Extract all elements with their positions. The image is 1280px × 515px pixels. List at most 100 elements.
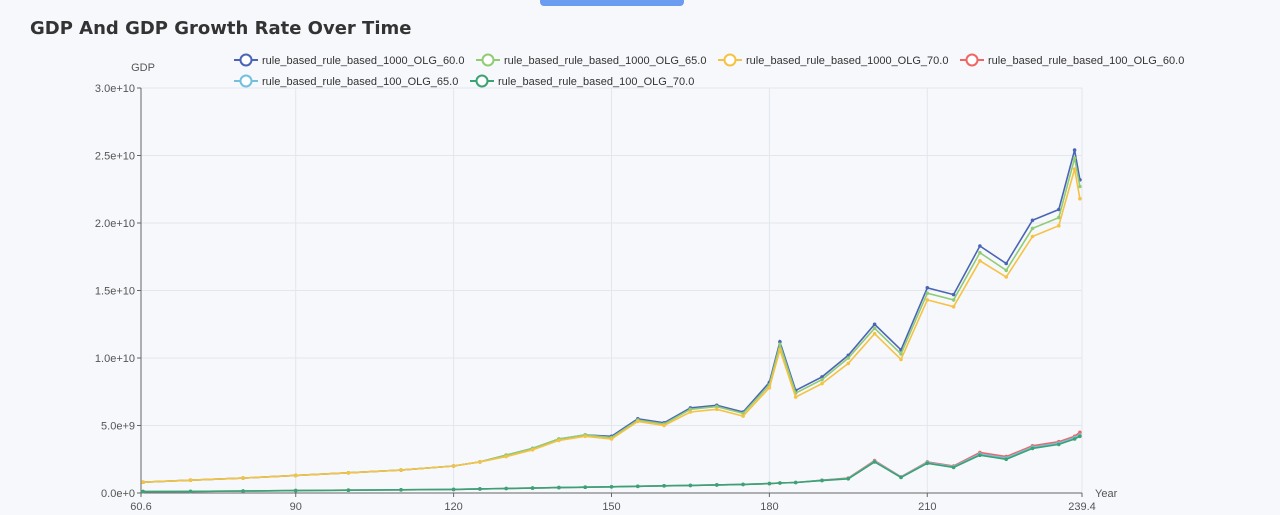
data-point[interactable] (1004, 275, 1008, 279)
data-point[interactable] (636, 484, 640, 489)
data-point[interactable] (715, 483, 719, 487)
data-point[interactable] (846, 356, 851, 360)
data-point[interactable] (951, 304, 956, 309)
data-point[interactable] (451, 464, 456, 468)
data-point[interactable] (778, 481, 782, 485)
legend-item-1[interactable]: rule_based_rule_based_1000_OLG_60.0 (234, 53, 464, 68)
legend-item-2[interactable]: rule_based_rule_based_1000_OLG_65.0 (476, 53, 706, 68)
top-tab-button[interactable] (540, 0, 684, 6)
data-point[interactable] (504, 454, 509, 459)
data-point[interactable] (715, 407, 719, 412)
data-point[interactable] (1072, 167, 1077, 171)
data-point[interactable] (1004, 268, 1008, 273)
data-point[interactable] (1004, 457, 1008, 462)
data-point[interactable] (141, 480, 145, 485)
data-point[interactable] (688, 410, 693, 414)
data-point[interactable] (1078, 434, 1082, 439)
data-point[interactable] (609, 437, 614, 441)
data-point[interactable] (978, 259, 982, 263)
data-point[interactable] (583, 434, 587, 439)
legend-item-4[interactable]: rule_based_rule_based_100_OLG_60.0 (960, 53, 1184, 68)
data-point[interactable] (478, 460, 482, 464)
data-point[interactable] (715, 404, 719, 409)
data-point[interactable] (925, 291, 930, 296)
data-point[interactable] (188, 489, 193, 494)
data-point[interactable] (1030, 218, 1035, 223)
data-point[interactable] (1030, 226, 1035, 231)
data-point[interactable] (872, 322, 877, 327)
data-point[interactable] (1072, 156, 1077, 160)
data-point[interactable] (662, 484, 666, 488)
data-point[interactable] (778, 342, 782, 347)
data-point[interactable] (741, 414, 745, 418)
data-point[interactable] (872, 326, 877, 331)
data-point[interactable] (293, 473, 298, 478)
data-point[interactable] (451, 487, 456, 492)
data-point[interactable] (820, 381, 824, 386)
data-point[interactable] (1078, 196, 1082, 201)
data-point[interactable] (820, 377, 824, 382)
data-point[interactable] (767, 481, 772, 486)
data-point[interactable] (978, 250, 982, 255)
data-point[interactable] (399, 488, 403, 492)
data-point[interactable] (741, 482, 745, 487)
data-point[interactable] (820, 375, 824, 379)
data-point[interactable] (399, 468, 403, 472)
data-point[interactable] (293, 488, 298, 493)
data-point[interactable] (346, 488, 351, 493)
data-point[interactable] (557, 438, 561, 443)
data-point[interactable] (1072, 437, 1077, 441)
data-point[interactable] (1030, 446, 1035, 451)
data-point[interactable] (978, 244, 982, 248)
data-point[interactable] (609, 485, 614, 489)
data-point[interactable] (846, 361, 851, 366)
data-point[interactable] (925, 286, 930, 290)
data-point[interactable] (504, 486, 509, 491)
data-point[interactable] (241, 476, 245, 480)
data-point[interactable] (557, 485, 561, 490)
data-point[interactable] (662, 423, 666, 428)
data-point[interactable] (188, 478, 193, 483)
data-point[interactable] (583, 485, 587, 490)
data-point[interactable] (688, 407, 693, 412)
legend-item-6[interactable]: rule_based_rule_based_100_OLG_70.0 (470, 74, 694, 89)
data-point[interactable] (925, 461, 930, 466)
data-point[interactable] (767, 385, 772, 390)
series-rule_based_rule_based_1000_OLG_70.0 (141, 167, 1082, 485)
data-point[interactable] (899, 475, 903, 480)
legend-item-5[interactable]: rule_based_rule_based_100_OLG_65.0 (234, 74, 458, 89)
data-point[interactable] (688, 483, 693, 488)
data-point[interactable] (1078, 184, 1082, 189)
data-point[interactable] (1004, 261, 1008, 266)
data-point[interactable] (793, 480, 798, 485)
data-point[interactable] (925, 298, 930, 302)
data-point[interactable] (1057, 223, 1061, 228)
data-point[interactable] (1057, 442, 1061, 447)
data-point[interactable] (978, 453, 982, 458)
data-point[interactable] (899, 357, 903, 362)
data-point[interactable] (1030, 234, 1035, 239)
data-point[interactable] (478, 487, 482, 491)
data-point[interactable] (1057, 207, 1061, 212)
data-point[interactable] (1072, 148, 1077, 152)
data-point[interactable] (241, 489, 245, 493)
legend-item-3[interactable]: rule_based_rule_based_1000_OLG_70.0 (718, 53, 948, 68)
data-point[interactable] (141, 489, 145, 494)
data-point[interactable] (846, 477, 851, 481)
data-point[interactable] (1078, 430, 1082, 435)
data-point[interactable] (1057, 215, 1061, 220)
data-point[interactable] (951, 465, 956, 470)
data-point[interactable] (346, 471, 351, 475)
data-point[interactable] (872, 460, 877, 464)
data-point[interactable] (872, 331, 877, 336)
data-point[interactable] (778, 340, 782, 344)
data-point[interactable] (951, 292, 956, 297)
data-point[interactable] (899, 352, 903, 356)
data-point[interactable] (793, 395, 798, 399)
data-point[interactable] (530, 486, 535, 490)
data-point[interactable] (530, 448, 535, 452)
data-point[interactable] (778, 348, 782, 352)
data-point[interactable] (636, 419, 640, 424)
data-point[interactable] (820, 478, 824, 483)
data-point[interactable] (951, 298, 956, 302)
